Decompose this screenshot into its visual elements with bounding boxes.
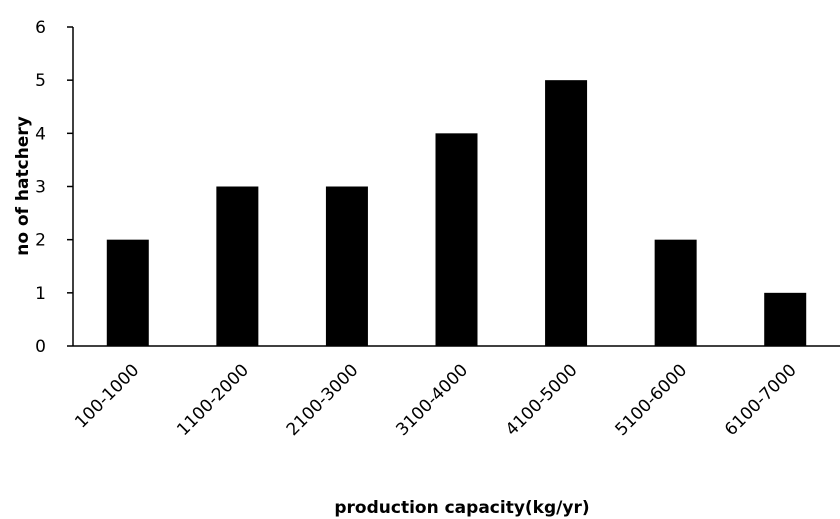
bar [545, 80, 588, 347]
y-tick-label: 3 [35, 178, 46, 198]
x-tick-label: 6100-7000 [721, 360, 801, 440]
y-tick-label: 4 [35, 124, 46, 144]
y-axis-ticks: 0 1 2 3 4 5 6 [35, 18, 73, 357]
bars [106, 80, 807, 347]
y-tick-label: 1 [35, 284, 46, 304]
x-tick-label: 5100-6000 [612, 360, 692, 440]
bar [325, 186, 368, 346]
bar [216, 186, 259, 346]
x-tick-label: 4100-5000 [502, 360, 582, 440]
y-tick-label: 5 [35, 71, 46, 91]
y-axis-title: no of hatchery [13, 116, 33, 256]
x-tick-label: 100-1000 [71, 360, 143, 432]
bar [435, 133, 478, 346]
bar [764, 292, 807, 346]
x-axis-tick-labels: 100-1000 1100-2000 2100-3000 3100-4000 4100-… [71, 360, 800, 440]
y-tick-label: 2 [35, 231, 46, 251]
x-tick-label: 1100-2000 [173, 360, 253, 440]
x-tick-label: 2100-3000 [283, 360, 363, 440]
bar [654, 239, 697, 346]
x-axis-title: production capacity(kg/yr) [334, 498, 589, 518]
y-tick-label: 0 [35, 337, 46, 357]
bar [106, 239, 149, 346]
x-tick-label: 3100-4000 [392, 360, 472, 440]
y-tick-label: 6 [35, 18, 46, 38]
